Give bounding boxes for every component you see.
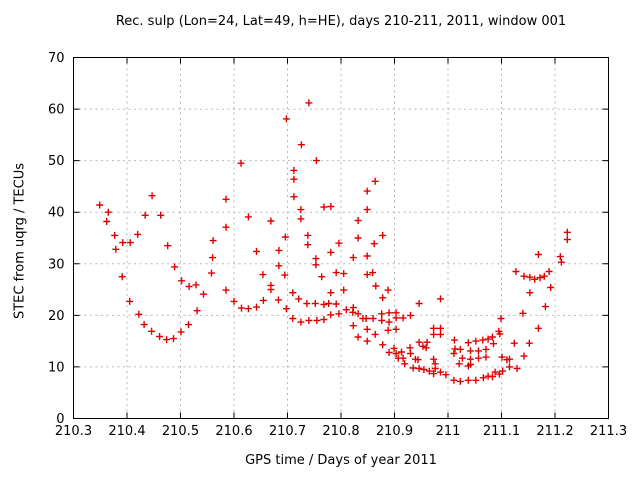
y-tick-label: 20 (48, 309, 65, 324)
chart-title: Rec. sulp (Lon=24, Lat=49, h=HE), days 2… (115, 14, 567, 29)
x-tick-label: 211 (436, 424, 461, 439)
x-tick-label: 210.5 (162, 424, 199, 439)
x-tick-label: 210.9 (376, 424, 413, 439)
x-axis-label: GPS time / Days of year 2011 (245, 453, 437, 468)
tick-marks (73, 57, 609, 419)
x-tick-label: 211.2 (536, 424, 573, 439)
plot-border (73, 57, 609, 419)
x-tick-label: 210.7 (269, 424, 306, 439)
y-tick-label: 70 (48, 51, 65, 66)
y-tick-label: 10 (48, 360, 65, 375)
x-tick-label: 210.3 (55, 424, 92, 439)
x-tick-label: 210.8 (322, 424, 359, 439)
y-tick-label: 30 (48, 257, 65, 272)
x-tick-label: 210.6 (215, 424, 252, 439)
x-tick-label: 210.4 (108, 424, 145, 439)
y-tick-label: 50 (48, 154, 65, 169)
y-tick-label: 60 (48, 103, 65, 118)
grid-lines (73, 57, 609, 419)
y-tick-label: 0 (56, 412, 64, 427)
y-tick-label: 40 (48, 206, 65, 221)
x-tick-label: 211.3 (590, 424, 627, 439)
scatter-points (96, 99, 571, 385)
x-tick-label: 211.1 (483, 424, 520, 439)
